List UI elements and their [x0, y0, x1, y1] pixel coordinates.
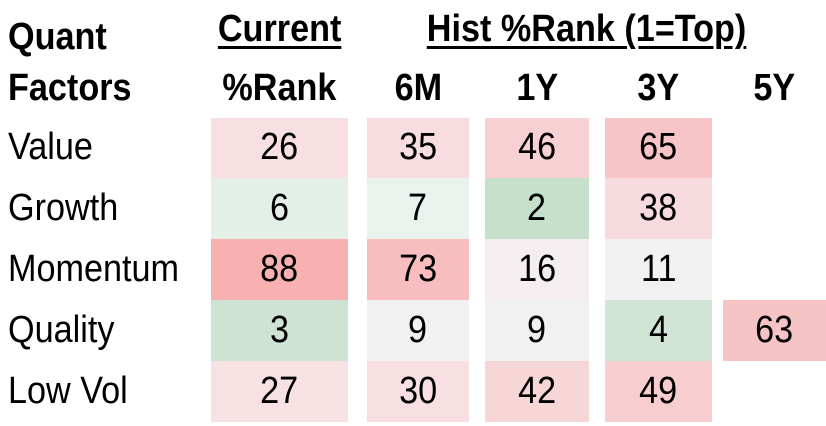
heatmap-cell: 6 — [211, 178, 348, 239]
row-label-low-vol: Low Vol — [8, 369, 128, 412]
column-header-1y: 1Y — [516, 67, 558, 110]
heatmap-cell: 35 — [367, 118, 469, 178]
row-label-growth: Growth — [8, 186, 119, 229]
heatmap-cell-empty — [723, 239, 826, 300]
heatmap-cell: 9 — [485, 300, 589, 361]
heatmap-cell: 16 — [485, 239, 589, 300]
heatmap-cell: 26 — [211, 118, 348, 178]
column-header-6m: 6M — [394, 67, 442, 110]
row-label-momentum: Momentum — [8, 247, 180, 290]
column-header-5y: 5Y — [753, 67, 796, 110]
heatmap-cell: 9 — [367, 300, 469, 361]
heatmap-cell: 7 — [367, 178, 469, 239]
heatmap-cell: 3 — [211, 300, 348, 361]
heatmap-cell: 49 — [605, 361, 712, 422]
group-header-current: Current — [217, 8, 342, 51]
heatmap-cell-empty — [723, 361, 826, 422]
heatmap-cell-empty — [723, 178, 826, 239]
heatmap-cell: 2 — [485, 178, 589, 239]
heatmap-cell: 4 — [605, 300, 712, 361]
heatmap-cell: 38 — [605, 178, 712, 239]
heatmap-cell-empty — [723, 118, 826, 178]
corner-title-line2: Factors — [8, 67, 132, 110]
row-label-quality: Quality — [8, 308, 115, 351]
heatmap-cell: 63 — [723, 300, 826, 361]
heatmap-cell: 30 — [367, 361, 469, 422]
row-label-value: Value — [8, 126, 93, 169]
heatmap-cell: 27 — [211, 361, 348, 422]
heatmap-cell: 46 — [485, 118, 589, 178]
corner-title-line1: Quant — [8, 16, 107, 59]
heatmap-cell: 73 — [367, 239, 469, 300]
heatmap-cell: 65 — [605, 118, 712, 178]
heatmap-cell: 88 — [211, 239, 348, 300]
heatmap-cell: 11 — [605, 239, 712, 300]
column-header-3y: 3Y — [637, 67, 680, 110]
group-header-hist-rank: Hist %Rank (1=Top) — [426, 8, 747, 51]
heatmap-cell: 42 — [485, 361, 589, 422]
column-header-rank: %Rank — [222, 67, 337, 110]
